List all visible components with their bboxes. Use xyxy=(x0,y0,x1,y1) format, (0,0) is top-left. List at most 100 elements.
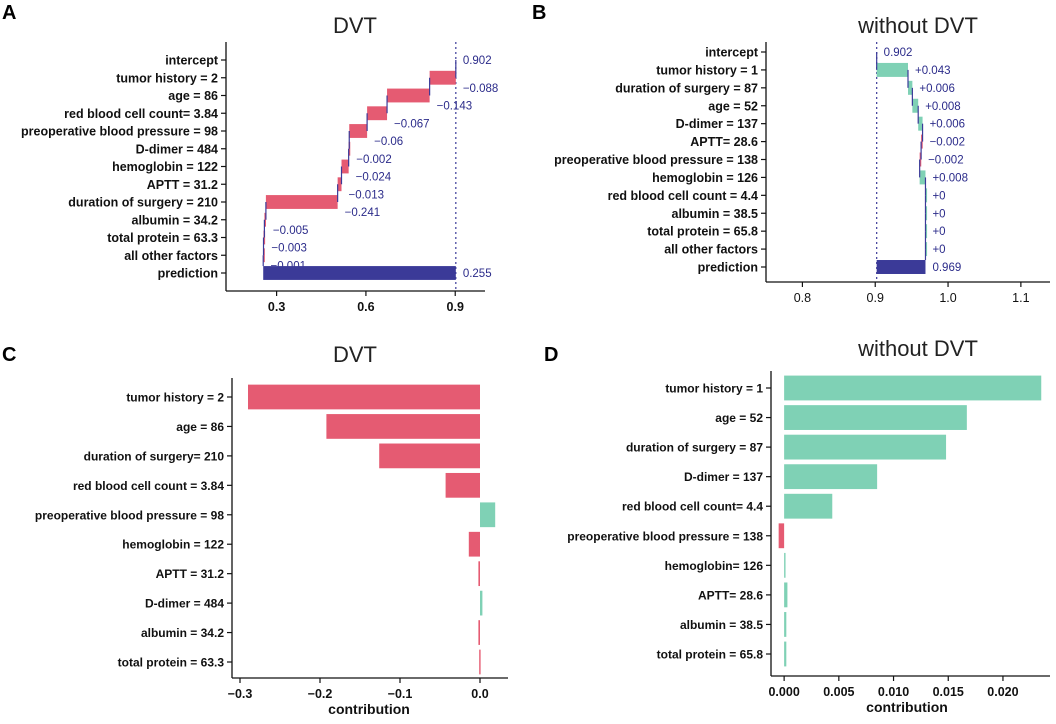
panel-a-contribution-bar xyxy=(387,88,430,103)
panel-b-contribution-bar xyxy=(925,206,928,221)
waterfall-chart-b: 0.8 0.9 1.0 1.1 intercept 0.902 tumor history … xyxy=(554,42,1050,305)
panel-b-value-label: +0 xyxy=(932,190,945,202)
panel-a-value-label: −0.241 xyxy=(345,207,381,219)
panel-b-contribution-bar xyxy=(876,62,908,77)
panel-d-letter: D xyxy=(544,344,558,366)
panel-b-contribution-bar xyxy=(908,80,913,95)
panel-a-contribution-bar xyxy=(341,159,349,174)
panel-b-contribution-bar xyxy=(919,170,926,185)
panel-b-contribution-bar xyxy=(919,152,922,167)
panel-a-row-label: albumin = 34.2 xyxy=(132,213,219,227)
panel-c-bar xyxy=(248,384,480,410)
bar-chart-c: −0.3 −0.2 −0.1 0.0 contribution tumor history… xyxy=(35,378,508,717)
panel-d-bar xyxy=(784,434,947,460)
panel-b-value-label: +0.008 xyxy=(932,172,968,184)
panel-d-bar xyxy=(784,493,833,519)
panel-a-row-label: preoperative blood pressure = 98 xyxy=(21,125,218,139)
panel-b-row-label: duration of surgery = 87 xyxy=(615,81,758,95)
panel-c-bar xyxy=(468,531,480,557)
panel-d-category-label: albumin = 38.5 xyxy=(680,618,763,632)
panel-b-x-tick-label: 1.0 xyxy=(939,291,956,305)
bar-chart-d: 0.000 0.005 0.010 0.015 0.020 contribution tum… xyxy=(567,371,1050,715)
panel-b-row-label: preoperative blood pressure = 138 xyxy=(554,153,758,167)
panel-b-value-label: 0.969 xyxy=(932,262,961,274)
panel-c-category-label: preoperative blood pressure = 98 xyxy=(35,508,224,522)
panel-d-bar xyxy=(784,582,788,608)
panel-a-row-label: intercept xyxy=(165,54,219,68)
panel-c-category-label: total protein = 63.3 xyxy=(118,656,225,670)
panel-b-row-label: albumin = 38.5 xyxy=(672,207,759,221)
panel-b-row-label: hemoglobin = 126 xyxy=(652,171,758,185)
panel-d-bar xyxy=(778,523,785,549)
panel-a-contribution-bar xyxy=(264,212,267,227)
panel-a-title: DVT xyxy=(333,13,377,38)
panel-a-value-label: −0.013 xyxy=(349,189,385,201)
panel-b-contribution-bar xyxy=(912,98,919,113)
panel-b-letter: B xyxy=(532,2,546,24)
panel-d-bar xyxy=(784,641,787,667)
panel-a-x-tick-label: 0.3 xyxy=(268,300,285,314)
panel-d-x-axis-title: contribution xyxy=(866,699,948,715)
panel-b-value-label: 0.902 xyxy=(884,47,913,59)
panel-b-row-label: D-dimer = 137 xyxy=(676,117,758,131)
panel-c-category-label: tumor history = 2 xyxy=(126,391,224,405)
panel-b-contribution-bar xyxy=(918,116,923,131)
panel-b-contribution-bar xyxy=(921,134,923,149)
panel-c-bar xyxy=(480,502,496,528)
panel-a-prediction-bar xyxy=(263,266,456,280)
panel-d-bar xyxy=(784,612,787,637)
panel-a-row-label: age = 86 xyxy=(168,89,218,103)
panel-c-category-label: albumin = 34.2 xyxy=(141,626,224,640)
panel-c-x-tick-label: −0.3 xyxy=(228,687,253,701)
panel-a-row-label: hemoglobin = 122 xyxy=(112,160,218,174)
panel-a-row-label: red blood cell count= 3.84 xyxy=(64,107,218,121)
panel-d-category-label: total protein = 65.8 xyxy=(657,648,764,662)
panel-b-value-label: +0.006 xyxy=(919,83,955,95)
panel-b-row-label: prediction xyxy=(698,261,758,275)
panel-a-contribution-bar xyxy=(349,124,368,138)
panel-d-category-label: D-dimer = 137 xyxy=(684,470,763,484)
panel-c-bar xyxy=(478,561,480,587)
panel-a-contribution-bar xyxy=(367,106,388,121)
panel-a-row-label: APTT = 31.2 xyxy=(147,178,218,192)
panel-d-bar xyxy=(784,552,786,578)
panel-a-contribution-bar xyxy=(429,70,456,85)
panel-b-title: without DVT xyxy=(857,13,978,38)
panel-b-x-tick-label: 0.8 xyxy=(794,291,811,305)
panel-a-row-label: all other factors xyxy=(124,249,218,263)
panel-c-bar xyxy=(379,443,480,469)
panel-b-x-tick-label: 1.1 xyxy=(1012,291,1029,305)
panel-c-category-label: D-dimer = 484 xyxy=(145,597,224,611)
panel-c-letter: C xyxy=(2,344,16,366)
waterfall-chart-a: 0.3 0.6 0.9 intercept 0.902 tumor history = 2… xyxy=(21,42,498,314)
panel-b-row-label: all other factors xyxy=(664,243,758,257)
panel-b-row-label: red blood cell count = 4.4 xyxy=(608,189,758,203)
panel-a-value-label: −0.067 xyxy=(394,118,430,130)
panel-d-x-tick-label: 0.005 xyxy=(823,685,854,699)
panel-c-category-label: duration of surgery= 210 xyxy=(84,449,225,463)
panel-b-value-label: −0.002 xyxy=(928,155,964,167)
panel-a-value-label: −0.005 xyxy=(273,225,309,237)
panel-d-category-label: tumor history = 1 xyxy=(665,382,763,396)
panel-a-row-label: D-dimer = 484 xyxy=(136,142,218,156)
panel-c-category-label: APTT = 31.2 xyxy=(156,567,225,581)
panel-d-x-tick-label: 0.015 xyxy=(933,685,964,699)
panel-c-bar xyxy=(479,649,481,675)
panel-b-row-label: intercept xyxy=(705,46,759,60)
panel-d-category-label: APTT= 28.6 xyxy=(698,588,763,602)
panel-a-value-label: −0.143 xyxy=(437,101,473,113)
panel-b-row-label: total protein = 65.8 xyxy=(647,225,758,239)
panel-c-category-label: hemoglobin = 122 xyxy=(122,538,224,552)
panel-a-value-label: −0.002 xyxy=(356,154,392,166)
panel-b-value-label: +0 xyxy=(932,208,945,220)
panel-b-row-label: APTT= 28.6 xyxy=(690,135,758,149)
panel-d-x-tick-label: 0.010 xyxy=(878,685,909,699)
panel-d-category-label: age = 52 xyxy=(715,411,763,425)
panel-b-contribution-bar xyxy=(925,224,928,239)
panel-c-bar xyxy=(445,472,480,498)
panel-d-category-label: duration of surgery = 87 xyxy=(626,441,763,455)
panel-d-x-tick-label: 0.000 xyxy=(768,685,799,699)
panel-d-category-label: preoperative blood pressure = 138 xyxy=(567,529,763,543)
panel-c-bar xyxy=(326,414,480,439)
